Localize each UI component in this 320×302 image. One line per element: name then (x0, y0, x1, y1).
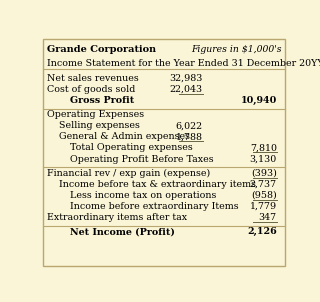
Text: 22,043: 22,043 (169, 85, 203, 94)
Text: Figures in $1,000's: Figures in $1,000's (191, 45, 282, 54)
Text: Total Operating expenses: Total Operating expenses (70, 143, 193, 153)
Text: Operating Profit Before Taxes: Operating Profit Before Taxes (70, 155, 213, 164)
Text: 1,779: 1,779 (250, 202, 277, 211)
Text: Income before tax & extraordinary items: Income before tax & extraordinary items (59, 180, 256, 189)
Text: 3,130: 3,130 (250, 155, 277, 164)
Text: 1,788: 1,788 (175, 133, 203, 141)
Text: Grande Corporation: Grande Corporation (47, 45, 156, 54)
Text: Income before extraordinary Items: Income before extraordinary Items (70, 202, 238, 211)
Text: 2,126: 2,126 (247, 227, 277, 236)
Text: 7,810: 7,810 (250, 143, 277, 153)
Text: 347: 347 (259, 213, 277, 222)
Text: Extraordinary items after tax: Extraordinary items after tax (47, 213, 188, 222)
Text: 32,983: 32,983 (169, 74, 203, 83)
Text: 10,940: 10,940 (241, 96, 277, 105)
Text: (393): (393) (251, 169, 277, 178)
Text: Operating Expenses: Operating Expenses (47, 110, 145, 119)
Text: Financial rev / exp gain (expense): Financial rev / exp gain (expense) (47, 169, 211, 178)
Text: Gross Profit: Gross Profit (70, 96, 134, 105)
Text: Net sales revenues: Net sales revenues (47, 74, 139, 83)
Text: General & Admin expenses: General & Admin expenses (59, 133, 189, 141)
Text: Cost of goods sold: Cost of goods sold (47, 85, 136, 94)
Text: Net Income (Profit): Net Income (Profit) (70, 227, 175, 236)
Text: Selling expenses: Selling expenses (59, 121, 140, 130)
Text: (958): (958) (251, 191, 277, 200)
Text: Income Statement for the Year Ended 31 December 20YY: Income Statement for the Year Ended 31 D… (47, 59, 320, 68)
Text: 6,022: 6,022 (175, 121, 203, 130)
Text: 2,737: 2,737 (250, 180, 277, 189)
Text: Less income tax on operations: Less income tax on operations (70, 191, 216, 200)
